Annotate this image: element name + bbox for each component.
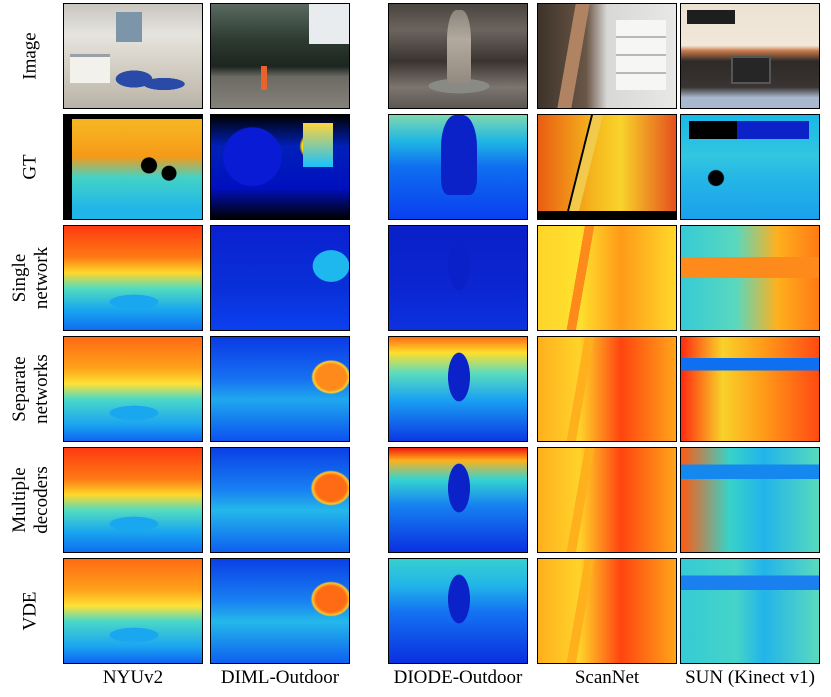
- separate-diode-outdoor: [388, 336, 528, 442]
- single-diode-outdoor: [388, 225, 528, 331]
- gt-diml-outdoor: [210, 114, 350, 220]
- vde-nyuv2: [63, 558, 203, 664]
- vde-diode-outdoor: [388, 558, 528, 664]
- row-label-vde: VDE: [20, 590, 41, 631]
- row-label-multiple-decoders: Multiple decoders: [9, 465, 52, 534]
- separate-scannet: [537, 336, 677, 442]
- multiple-sun: [680, 447, 820, 553]
- column-label-diml-outdoor: DIML-Outdoor: [220, 667, 340, 688]
- vde-sun: [680, 558, 820, 664]
- image-diode-outdoor: [388, 3, 528, 109]
- separate-diml-outdoor: [210, 336, 350, 442]
- gt-sun: [680, 114, 820, 220]
- single-scannet: [537, 225, 677, 331]
- column-label-nyuv2: NYUv2: [102, 667, 164, 688]
- column-label-scannet: ScanNet: [574, 667, 640, 688]
- row-label-single-network: Single network: [9, 246, 53, 309]
- gt-diode-outdoor: [388, 114, 528, 220]
- image-nyuv2: [63, 3, 203, 109]
- separate-nyuv2: [63, 336, 203, 442]
- column-label-diode-outdoor: DIODE-Outdoor: [393, 667, 523, 688]
- multiple-diml-outdoor: [210, 447, 350, 553]
- image-scannet: [537, 3, 677, 109]
- multiple-scannet: [537, 447, 677, 553]
- column-label-sun: SUN (Kinect v1): [685, 667, 815, 688]
- single-nyuv2: [63, 225, 203, 331]
- multiple-nyuv2: [63, 447, 203, 553]
- single-sun: [680, 225, 820, 331]
- vde-scannet: [537, 558, 677, 664]
- multiple-diode-outdoor: [388, 447, 528, 553]
- vde-diml-outdoor: [210, 558, 350, 664]
- gt-scannet: [537, 114, 677, 220]
- row-label-gt: GT: [19, 153, 41, 180]
- row-label-image: Image: [19, 31, 41, 80]
- row-label-separate-networks: Separate networks: [9, 353, 52, 424]
- single-diml-outdoor: [210, 225, 350, 331]
- image-sun: [680, 3, 820, 109]
- gt-nyuv2: [63, 114, 203, 220]
- separate-sun: [680, 336, 820, 442]
- image-diml-outdoor: [210, 3, 350, 109]
